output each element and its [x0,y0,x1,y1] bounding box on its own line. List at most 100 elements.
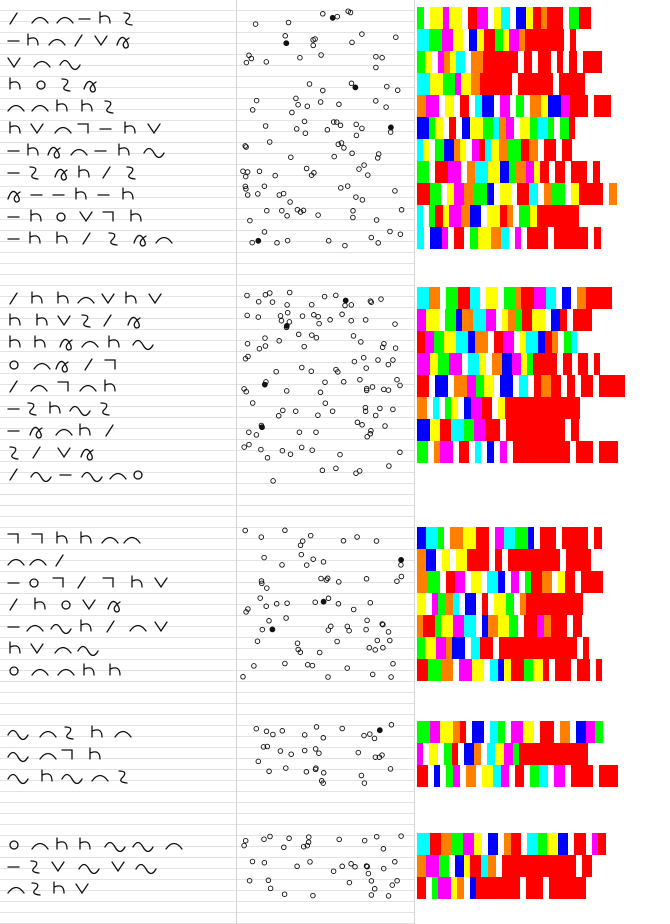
open-dot [295,101,301,108]
color-block [445,95,454,117]
color-block [453,29,463,51]
open-dot [373,64,379,71]
open-dot [378,296,384,302]
arc-glyph [123,536,141,544]
color-block [464,743,474,765]
color-block [417,227,424,249]
color-block [498,877,510,899]
color-block [475,95,482,117]
ruling-line [0,780,414,781]
tick-glyph [9,12,18,25]
open-dot [398,207,405,213]
ruling-line [0,494,414,495]
open-dot [348,302,355,308]
ruling-line [0,714,414,715]
open-dot [262,335,268,341]
color-block [490,659,498,681]
tick-glyph [84,358,93,371]
color-block [541,7,547,29]
open-dot [246,429,252,435]
hook-glyph [75,187,87,200]
open-dot [346,627,352,634]
ruling-line [0,175,414,176]
open-dot [279,728,286,734]
filled-dot [352,84,359,91]
open-dot [358,339,364,345]
color-block [575,877,586,899]
color-block [563,593,570,615]
color-block [429,287,440,309]
open-dot [364,433,370,440]
color-block [586,287,595,309]
color-block [534,227,542,249]
color-block [487,205,500,227]
ruling-line [0,912,414,913]
color-block [471,51,483,73]
color-block [470,205,481,227]
open-dot [353,132,360,139]
open-dot [394,87,401,93]
arc-glyph [165,842,183,850]
open-dot [340,379,347,385]
ruling-line [0,901,414,902]
color-block [560,309,567,331]
color-block [509,29,519,51]
color-block [601,95,611,117]
color-block [504,527,515,549]
circle-glyph [61,600,71,610]
hook-glyph [89,747,101,760]
vee-glyph [51,861,65,873]
open-dot [379,344,386,350]
color-block [495,549,502,571]
color-block [441,659,453,681]
open-dot [249,107,256,113]
open-dot [350,333,357,339]
open-dot [264,455,271,461]
color-block [526,331,538,353]
open-dot [357,376,363,383]
hook-glyph [125,291,137,304]
glyph-notation-canvas [7,11,183,896]
color-block [551,309,560,331]
open-dot [274,240,280,246]
open-dot [380,865,387,872]
color-block [547,7,554,29]
open-dot [353,194,359,200]
hook-glyph [56,837,68,850]
open-dot [309,662,316,669]
hook-glyph [91,725,103,738]
ruling-line [0,428,414,429]
open-dot [242,837,249,844]
open-dot [253,97,260,104]
color-block [444,139,454,161]
color-block [417,7,424,29]
color-block [566,205,579,227]
ruling-line [0,835,414,836]
color-block [501,765,509,787]
hook-glyph [57,291,69,304]
step-glyph [77,123,89,134]
arc-glyph [7,104,25,112]
open-dot [270,731,276,738]
open-dot [336,836,342,843]
color-block [523,721,534,743]
open-dot [368,299,375,305]
color-block [417,593,426,615]
color-block [565,571,575,593]
loop-glyph [55,360,69,373]
color-block [492,73,501,95]
color-block [503,331,514,353]
ruling-line [0,604,414,605]
color-block [417,659,428,681]
color-block [417,743,423,765]
open-dot [264,743,271,750]
open-dot [381,386,387,393]
dot-pattern-canvas [240,8,405,899]
open-dot [380,621,386,628]
color-block [438,527,444,549]
open-dot [397,382,403,389]
hook-glyph [41,769,53,782]
open-dot [316,320,322,327]
wave-glyph [59,59,81,71]
wave-glyph [143,147,165,159]
